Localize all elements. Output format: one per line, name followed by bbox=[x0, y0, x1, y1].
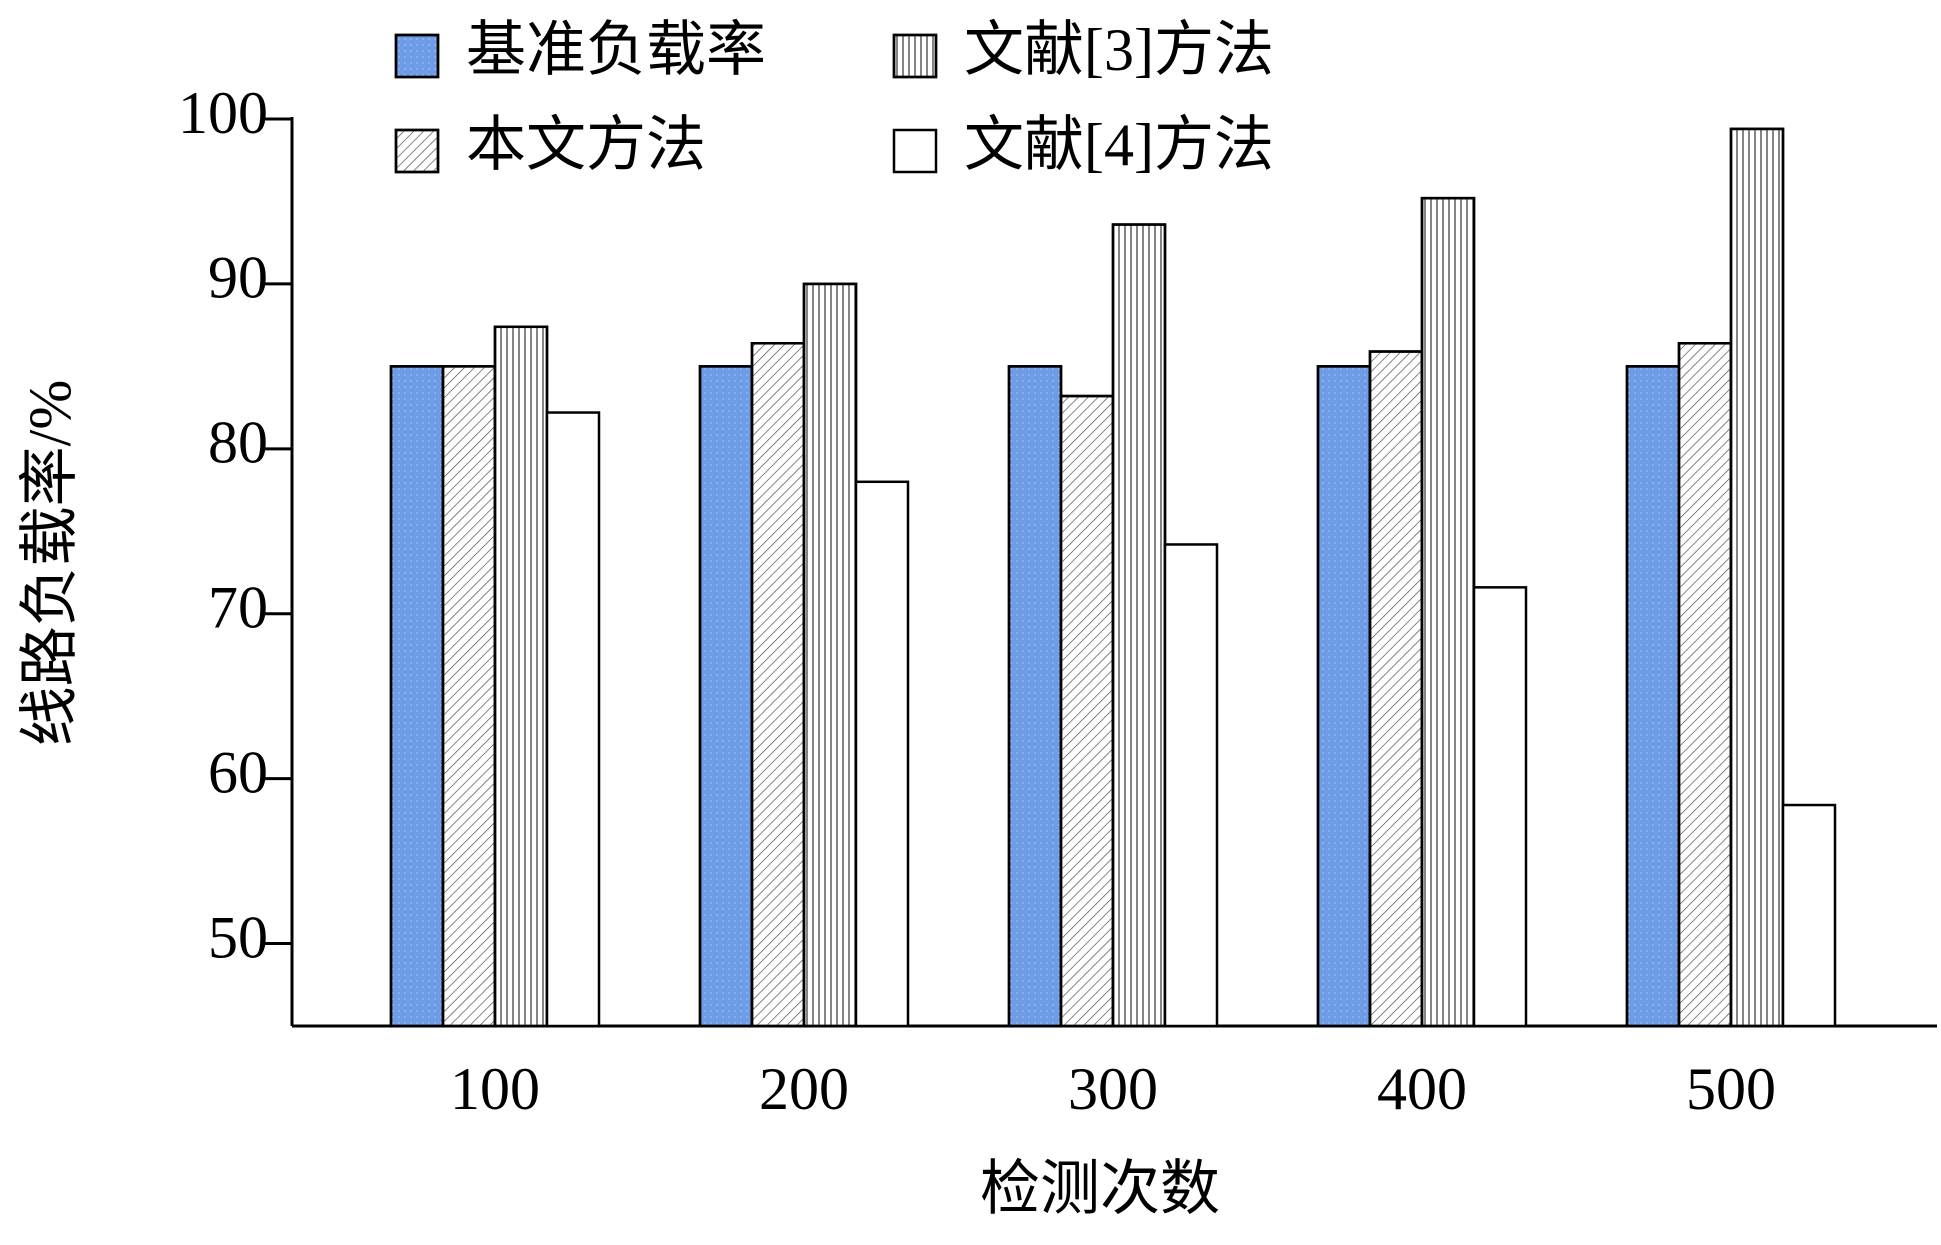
bar-hatch bbox=[1007, 365, 1063, 1028]
legend-swatch bbox=[892, 128, 938, 174]
x-tick-label: 500 bbox=[1686, 1056, 1776, 1122]
y-tick-label: 100 bbox=[178, 80, 268, 146]
bar-hatch bbox=[1059, 394, 1115, 1028]
x-tick-label: 200 bbox=[759, 1056, 849, 1122]
bar-hatch bbox=[1316, 365, 1372, 1028]
legend-label: 文献[3]方法 bbox=[964, 17, 1274, 83]
legend-swatch-hatch bbox=[892, 33, 938, 79]
bar bbox=[854, 480, 910, 1028]
bar-hatch bbox=[1368, 350, 1424, 1028]
bar bbox=[1163, 543, 1219, 1028]
bar-hatch bbox=[1625, 365, 1681, 1028]
bar-hatch bbox=[1729, 127, 1785, 1028]
y-tick-label: 70 bbox=[208, 574, 268, 640]
x-tick-label: 300 bbox=[1068, 1056, 1158, 1122]
x-tick-label: 100 bbox=[450, 1056, 540, 1122]
bar-hatch bbox=[1677, 342, 1733, 1028]
bar bbox=[1781, 803, 1837, 1028]
y-tick-label: 50 bbox=[208, 904, 268, 970]
legend-swatch-hatch bbox=[394, 33, 440, 79]
bar-hatch bbox=[698, 365, 754, 1028]
y-tick-label: 90 bbox=[208, 245, 268, 311]
bar bbox=[1472, 586, 1528, 1028]
legend-label: 本文方法 bbox=[466, 112, 706, 178]
y-tick-label: 80 bbox=[208, 410, 268, 476]
legend-label: 基准负载率 bbox=[466, 17, 766, 83]
y-tick-label: 60 bbox=[208, 739, 268, 805]
bar-hatch bbox=[389, 365, 445, 1028]
bar bbox=[545, 411, 601, 1028]
bar-hatch bbox=[802, 282, 858, 1028]
y-axis-label: 线路负载率/% bbox=[17, 380, 83, 747]
x-axis-label: 检测次数 bbox=[980, 1156, 1220, 1222]
legend-swatch-hatch bbox=[394, 128, 440, 174]
bar-hatch bbox=[750, 342, 806, 1028]
bar-hatch bbox=[493, 325, 549, 1028]
x-tick-label: 400 bbox=[1377, 1056, 1467, 1122]
bar-hatch bbox=[1420, 196, 1476, 1028]
bar-hatch bbox=[441, 365, 497, 1028]
legend-label: 文献[4]方法 bbox=[964, 112, 1274, 178]
bar-hatch bbox=[1111, 223, 1167, 1028]
